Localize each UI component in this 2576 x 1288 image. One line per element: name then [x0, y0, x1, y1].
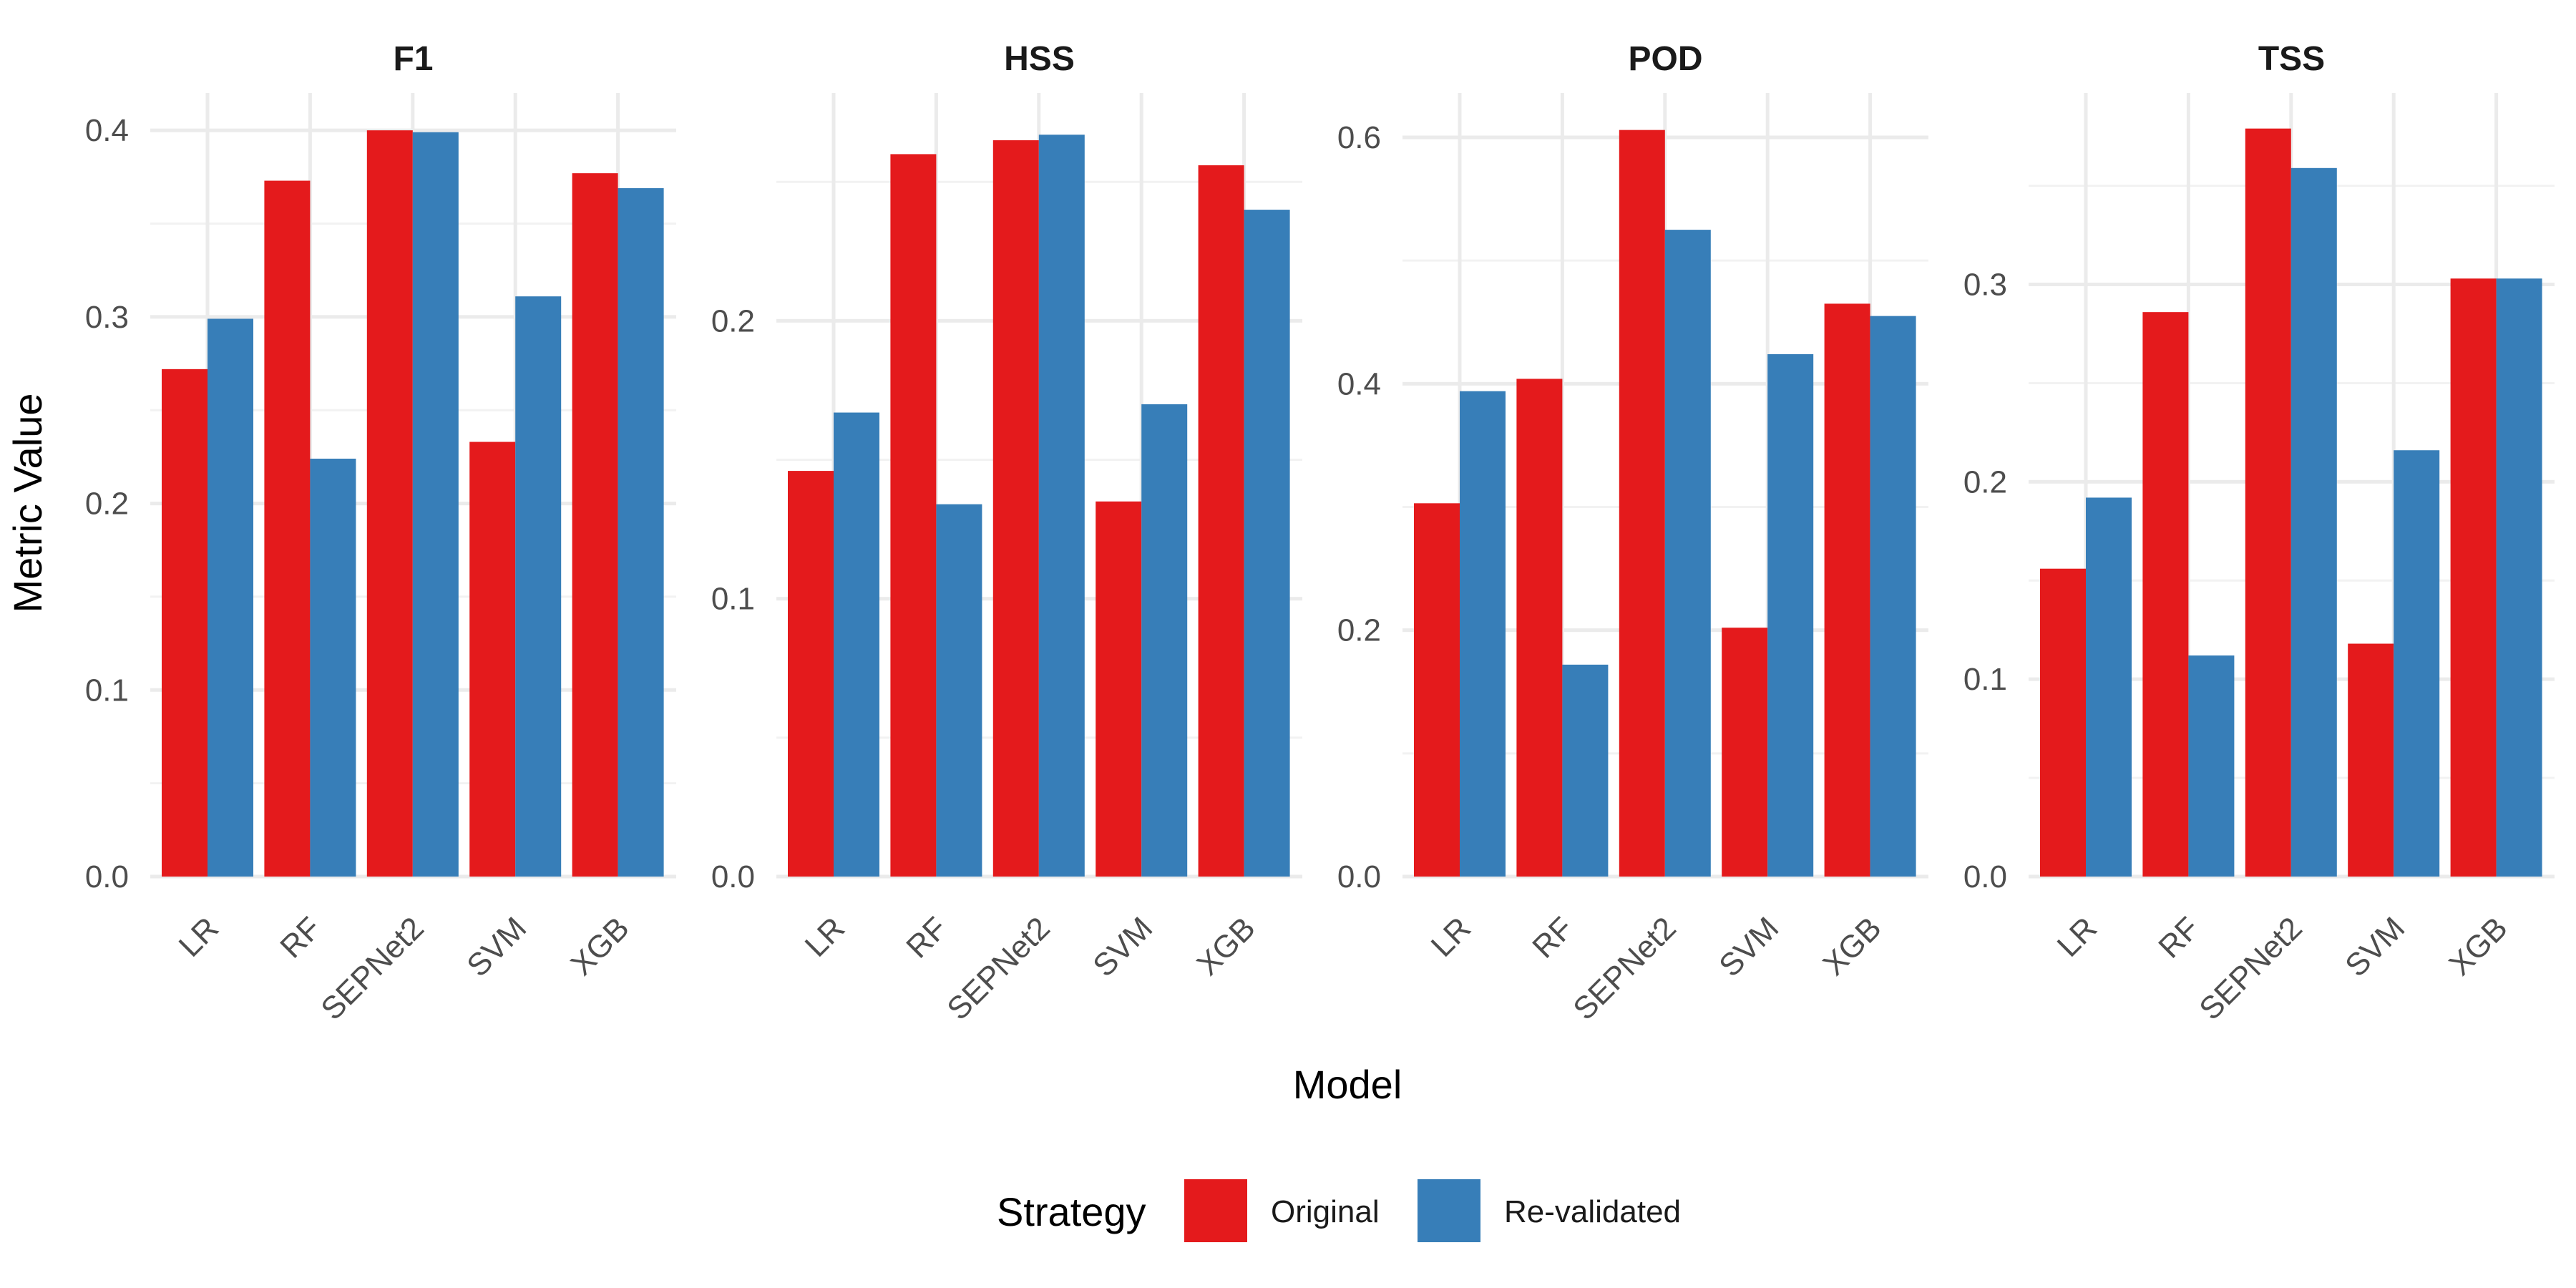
bar-hss-rf-revalidated [936, 504, 982, 877]
bar-f1-rf-original [264, 180, 311, 877]
y-tick-label: 0.0 [85, 859, 129, 894]
bar-pod-rf-revalidated [1562, 664, 1609, 877]
bar-hss-rf-original [890, 154, 937, 877]
y-tick-label: 0.2 [1963, 464, 2007, 499]
x-tick-label: SVM [2338, 910, 2411, 983]
y-tick-label: 0.2 [85, 487, 129, 522]
x-tick-label: LR [172, 910, 225, 963]
bar-tss-svm-original [2348, 643, 2394, 877]
bar-tss-svm-revalidated [2394, 450, 2440, 877]
bar-hss-lr-revalidated [834, 412, 879, 877]
y-tick-label: 0.4 [1337, 366, 1381, 401]
y-tick-label: 0.1 [85, 673, 129, 708]
bar-tss-lr-revalidated [2086, 497, 2132, 877]
x-tick-label: SEPNet2 [2192, 910, 2309, 1027]
x-axis-title: Model [1293, 1062, 1402, 1107]
bar-hss-sepnet2-revalidated [1038, 135, 1085, 877]
y-tick-label: 0.0 [1337, 859, 1381, 894]
x-tick-label: SVM [1712, 910, 1785, 983]
bar-hss-lr-original [788, 471, 834, 877]
bar-tss-rf-revalidated [2188, 655, 2235, 877]
bar-hss-svm-revalidated [1141, 404, 1188, 877]
x-tick-label: SEPNet2 [314, 910, 431, 1027]
panel-title: TSS [2258, 40, 2325, 78]
x-tick-label: SEPNet2 [1566, 910, 1683, 1027]
y-tick-label: 0.4 [85, 113, 129, 148]
bar-hss-xgb-original [1198, 165, 1244, 877]
bar-pod-xgb-revalidated [1870, 316, 1916, 877]
x-tick-label: RF [1526, 910, 1580, 965]
bar-pod-xgb-original [1824, 303, 1870, 877]
y-tick-label: 0.6 [1337, 120, 1381, 155]
y-tick-label: 0.1 [1963, 662, 2007, 697]
bar-hss-sepnet2-original [992, 140, 1039, 877]
bar-pod-sepnet2-revalidated [1664, 230, 1711, 877]
bar-f1-xgb-original [572, 173, 618, 877]
bar-tss-xgb-original [2450, 278, 2497, 877]
x-tick-label: RF [2152, 910, 2206, 965]
legend-label-revalidated: Re-validated [1504, 1194, 1681, 1229]
x-tick-label: XGB [1816, 910, 1888, 982]
x-tick-label: RF [899, 910, 954, 965]
x-tick-label: SVM [1086, 910, 1159, 983]
bar-f1-sepnet2-revalidated [412, 132, 459, 877]
legend-title: Strategy [997, 1189, 1146, 1234]
y-tick-label: 0.3 [85, 300, 129, 335]
legend-swatch-revalidated [1418, 1179, 1480, 1242]
y-tick-label: 0.2 [711, 303, 755, 338]
x-tick-label: SVM [460, 910, 533, 983]
bar-f1-lr-original [162, 369, 208, 877]
x-tick-label: XGB [564, 910, 635, 982]
bar-pod-svm-original [1722, 628, 1768, 877]
bar-pod-lr-original [1414, 503, 1460, 877]
y-tick-label: 0.3 [1963, 268, 2007, 303]
panel-title: POD [1628, 40, 1702, 78]
x-tick-label: SEPNet2 [940, 910, 1057, 1027]
bar-f1-svm-revalidated [515, 296, 562, 877]
bar-pod-sepnet2-original [1619, 130, 1665, 877]
x-tick-label: LR [1425, 910, 1478, 963]
bar-f1-svm-original [469, 441, 516, 877]
panel-title: HSS [1004, 40, 1075, 78]
y-tick-label: 0.0 [1963, 859, 2007, 894]
legend-label-original: Original [1271, 1194, 1380, 1229]
legend: Strategy Original Re-validated [997, 1179, 1681, 1242]
bar-tss-sepnet2-original [2245, 128, 2291, 877]
bar-f1-sepnet2-original [366, 130, 413, 877]
legend-swatch-original [1184, 1179, 1247, 1242]
bar-tss-xgb-revalidated [2496, 278, 2542, 877]
bar-tss-sepnet2-revalidated [2290, 167, 2337, 877]
x-tick-label: XGB [2442, 910, 2514, 982]
bar-pod-lr-revalidated [1460, 391, 1506, 877]
bar-tss-rf-original [2142, 312, 2189, 877]
y-axis-title: Metric Value [5, 393, 50, 613]
x-tick-label: LR [2051, 910, 2104, 963]
panel-title: F1 [393, 40, 433, 78]
bar-f1-lr-revalidated [208, 318, 253, 877]
y-tick-label: 0.1 [711, 582, 755, 617]
x-tick-label: RF [273, 910, 328, 965]
bar-pod-svm-revalidated [1767, 354, 1814, 877]
bar-tss-lr-original [2040, 568, 2086, 877]
x-tick-label: XGB [1190, 910, 1262, 982]
bar-f1-xgb-revalidated [618, 187, 664, 877]
bar-f1-rf-revalidated [310, 459, 356, 877]
bar-hss-svm-original [1096, 501, 1142, 877]
bar-pod-rf-original [1516, 379, 1563, 877]
y-tick-label: 0.2 [1337, 613, 1381, 648]
y-tick-label: 0.0 [711, 859, 755, 894]
x-tick-label: LR [799, 910, 852, 963]
bar-hss-xgb-revalidated [1244, 210, 1290, 877]
